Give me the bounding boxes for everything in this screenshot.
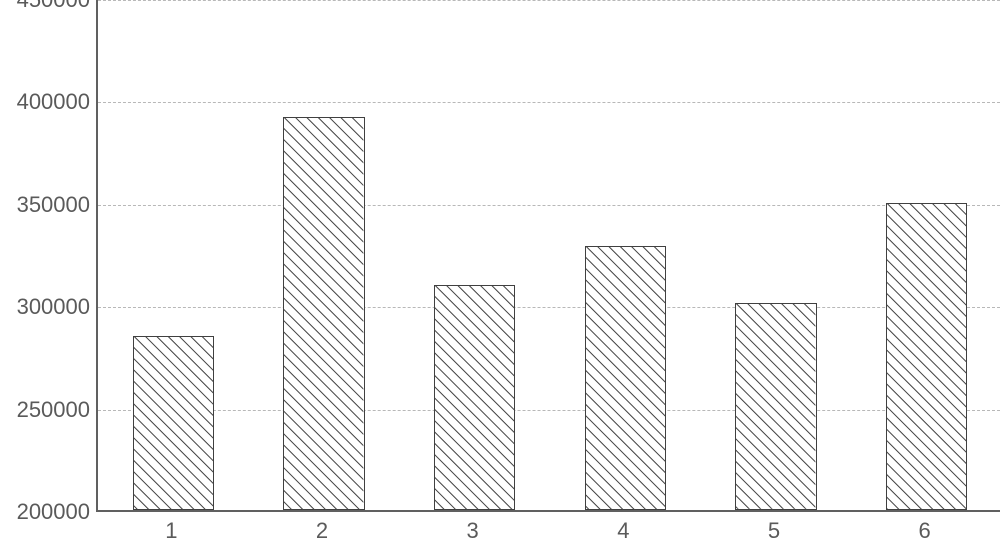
y-tick-label: 250000 (0, 399, 90, 421)
y-tick-label: 350000 (0, 194, 90, 216)
x-tick-label: 4 (603, 518, 643, 544)
bar (585, 246, 666, 510)
x-tick-label: 6 (905, 518, 945, 544)
x-tick-label: 3 (453, 518, 493, 544)
bar (886, 203, 967, 510)
bar (434, 285, 515, 510)
bar (283, 117, 364, 510)
y-tick-label: 200000 (0, 501, 90, 523)
x-tick-label: 1 (151, 518, 191, 544)
x-tick-label: 2 (302, 518, 342, 544)
bar (133, 336, 214, 510)
y-tick-label: 450000 (0, 0, 90, 11)
bar-chart: 200000 250000 300000 350000 400000 45000… (0, 0, 1000, 552)
gridline (98, 0, 1000, 1)
gridline (98, 205, 1000, 206)
bar (735, 303, 816, 510)
y-tick-label: 300000 (0, 296, 90, 318)
x-tick-label: 5 (754, 518, 794, 544)
plot-area (96, 0, 1000, 512)
y-tick-label: 400000 (0, 91, 90, 113)
gridline (98, 307, 1000, 308)
gridline (98, 410, 1000, 411)
gridline (98, 102, 1000, 103)
